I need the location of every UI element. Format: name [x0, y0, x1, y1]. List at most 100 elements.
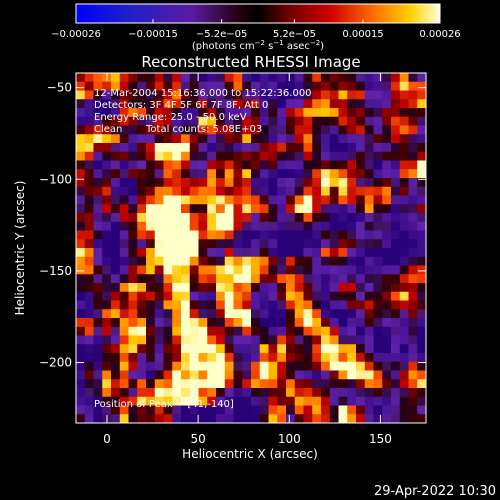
heatmap-cell [93, 318, 103, 328]
heatmap-cell [233, 309, 243, 319]
heatmap-cell [356, 221, 366, 231]
heatmap-cell [242, 388, 252, 398]
heatmap-cell [303, 169, 313, 179]
heatmap-cell [207, 344, 217, 354]
heatmap-cell [76, 160, 86, 170]
heatmap-cell [347, 309, 357, 319]
heatmap-cell [172, 125, 182, 135]
heatmap-cell [189, 388, 199, 398]
heatmap-cell [373, 73, 383, 83]
heatmap-cell [119, 414, 129, 423]
heatmap-cell [251, 396, 261, 406]
heatmap-cell [242, 204, 252, 214]
heatmap-cell [408, 335, 418, 345]
heatmap-cell [259, 221, 269, 231]
heatmap-cell [172, 248, 182, 258]
heatmap-cell [189, 256, 199, 266]
heatmap-cell [84, 230, 94, 240]
heatmap-cell [286, 108, 296, 118]
heatmap-cell [408, 309, 418, 319]
heatmap-cell [242, 73, 252, 83]
heatmap-cell [172, 204, 182, 214]
heatmap-cell [93, 151, 103, 161]
heatmap-cell [198, 99, 208, 109]
heatmap-cell [338, 309, 348, 319]
heatmap-cell [417, 239, 426, 249]
heatmap-cell [93, 143, 103, 153]
heatmap-cell [408, 265, 418, 275]
heatmap-cell [364, 265, 374, 275]
heatmap-cell [399, 73, 409, 83]
heatmap-cell [76, 204, 86, 214]
heatmap-cell [216, 204, 226, 214]
heatmap-cell [172, 151, 182, 161]
heatmap-cell [268, 99, 278, 109]
heatmap-cell [347, 335, 357, 345]
heatmap-cell [224, 143, 234, 153]
heatmap-cell [251, 379, 261, 389]
heatmap-cell [382, 213, 392, 223]
heatmap-cell [373, 283, 383, 293]
heatmap-cell [312, 283, 322, 293]
heatmap-cell [417, 160, 426, 170]
heatmap-cell [76, 335, 86, 345]
heatmap-cell [111, 125, 121, 135]
heatmap-cell [294, 300, 304, 310]
heatmap-cell [102, 256, 112, 266]
heatmap-cell [286, 388, 296, 398]
heatmap-cell [268, 134, 278, 144]
heatmap-cell [207, 370, 217, 380]
heatmap-cell [233, 90, 243, 100]
heatmap-cell [84, 256, 94, 266]
heatmap-cell [356, 160, 366, 170]
heatmap-cell [338, 160, 348, 170]
heatmap-cell [417, 178, 426, 188]
heatmap-cell [102, 108, 112, 118]
heatmap-cell [399, 248, 409, 258]
heatmap-cell [216, 108, 226, 118]
heatmap-cell [356, 274, 366, 284]
heatmap-cell [154, 256, 164, 266]
heatmap-cell [224, 256, 234, 266]
heatmap-cell [163, 108, 173, 118]
heatmap-cell [146, 81, 156, 91]
heatmap-cell [364, 239, 374, 249]
heatmap-cell [172, 195, 182, 205]
y-tick-label: −200 [39, 356, 72, 370]
heatmap-cell [347, 388, 357, 398]
heatmap-cell [111, 73, 121, 83]
heatmap-cell [172, 160, 182, 170]
heatmap-cell [303, 318, 313, 328]
heatmap-cell [268, 370, 278, 380]
heatmap-cell [268, 195, 278, 205]
heatmap-cell [207, 379, 217, 389]
heatmap-cell [277, 81, 287, 91]
heatmap-cell [172, 99, 182, 109]
heatmap-cell [391, 230, 401, 240]
heatmap-cell [408, 186, 418, 196]
heatmap-cell [119, 283, 129, 293]
heatmap-cell [364, 326, 374, 336]
heatmap-cell [233, 318, 243, 328]
heatmap-cell [216, 414, 226, 423]
heatmap-cell [181, 414, 191, 423]
heatmap-cell [391, 300, 401, 310]
heatmap-cell [242, 361, 252, 371]
heatmap-cell [216, 221, 226, 231]
heatmap-cell [119, 108, 129, 118]
heatmap-cell [93, 239, 103, 249]
heatmap-cell [111, 186, 121, 196]
heatmap-cell [347, 239, 357, 249]
heatmap-cell [146, 335, 156, 345]
heatmap-cell [382, 108, 392, 118]
heatmap-cell [181, 125, 191, 135]
heatmap-cell [189, 370, 199, 380]
heatmap-cell [207, 388, 217, 398]
heatmap-cell [128, 178, 138, 188]
heatmap-cell [382, 73, 392, 83]
heatmap-cell [329, 99, 339, 109]
heatmap-cell [382, 353, 392, 363]
heatmap-cell [207, 326, 217, 336]
heatmap-cell [189, 134, 199, 144]
heatmap-cell [163, 230, 173, 240]
